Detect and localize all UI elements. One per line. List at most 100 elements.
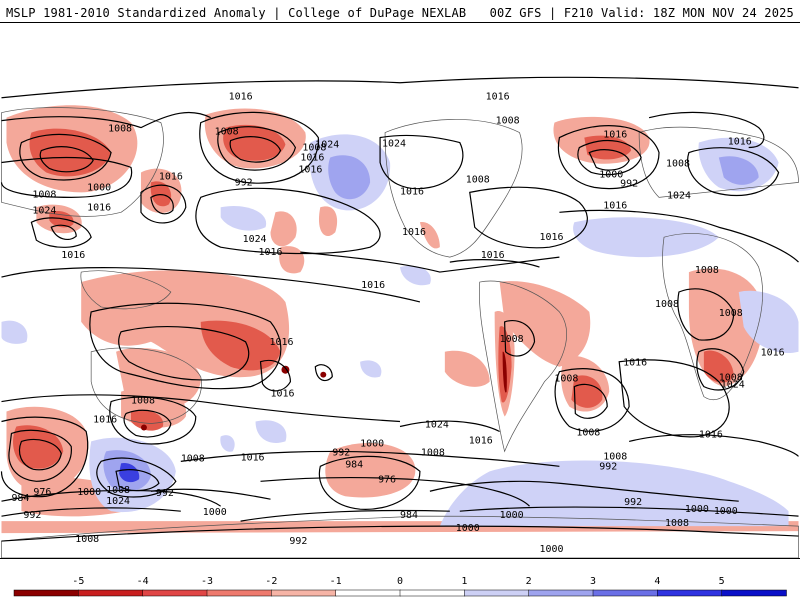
contour-label: 1016 bbox=[400, 186, 424, 197]
contour-label: 1008 bbox=[106, 485, 130, 496]
contour-label: 1016 bbox=[486, 92, 510, 103]
colorbar-segment bbox=[78, 589, 144, 597]
map-title: MSLP 1981-2010 Standardized Anomaly | Co… bbox=[6, 6, 467, 20]
contour-label: 1024 bbox=[243, 234, 267, 245]
contour-label: 1000 bbox=[456, 523, 480, 534]
contour-label: 1008 bbox=[554, 374, 578, 385]
colorbar-tick-label: 0 bbox=[397, 576, 403, 587]
contour-label: 1016 bbox=[361, 280, 385, 291]
colorbar-tick-label: 5 bbox=[719, 576, 725, 587]
colorbar-tick-label: 3 bbox=[590, 576, 596, 587]
maritime-asia bbox=[80, 270, 172, 310]
contour-label: 1008 bbox=[181, 453, 205, 464]
positive-anomaly-extreme bbox=[119, 463, 140, 483]
contour-label: 1016 bbox=[61, 250, 85, 261]
contour-label: 1016 bbox=[93, 415, 117, 426]
contour-label: 1024 bbox=[382, 139, 406, 150]
antarctica bbox=[1, 515, 799, 558]
contour-label: 1008 bbox=[131, 396, 155, 407]
mslp-anomaly-map: 1016 1016 1008 1008 1000 1008 1016 1024 … bbox=[0, 22, 800, 559]
contour-labels: 1016 1016 1008 1008 1000 1008 1016 1024 … bbox=[11, 92, 784, 555]
contour-label: 1016 bbox=[603, 200, 627, 211]
contour-label: 1008 bbox=[500, 334, 524, 345]
contour-label: 1024 bbox=[32, 205, 56, 216]
colorbar-segment bbox=[592, 589, 659, 597]
contour-label: 1000 bbox=[203, 507, 227, 518]
colorbar-segment bbox=[13, 589, 80, 597]
colorbar-segment bbox=[206, 589, 273, 597]
colorbar-segment bbox=[142, 589, 208, 597]
contour-label: 1016 bbox=[402, 227, 426, 238]
colorbar-segment bbox=[657, 589, 723, 597]
colorbar-tick-label: 2 bbox=[526, 576, 532, 587]
contour-label: 1008 bbox=[665, 518, 689, 529]
contour-label: 1008 bbox=[466, 174, 490, 185]
colorbar-tick-label: -5 bbox=[72, 576, 84, 587]
model-run-info: 00Z GFS | F210 Valid: 18Z MON NOV 24 202… bbox=[489, 6, 794, 20]
contour-label: 1016 bbox=[159, 171, 183, 182]
contour-label: 1016 bbox=[623, 358, 647, 369]
contour-label: 1016 bbox=[87, 202, 111, 213]
contour-label: 1016 bbox=[229, 92, 253, 103]
contour-label: 1008 bbox=[496, 116, 520, 127]
contour-label: 1000 bbox=[500, 510, 524, 521]
contour-label: 1008 bbox=[603, 451, 627, 462]
contour-label: 1024 bbox=[315, 140, 339, 151]
contour-label: 1000 bbox=[360, 438, 384, 449]
contour-label: 1016 bbox=[259, 247, 283, 258]
contour-label: 1024 bbox=[667, 190, 691, 201]
contour-label: 1016 bbox=[270, 389, 294, 400]
contour-label: 992 bbox=[599, 461, 617, 472]
contour-label: 1016 bbox=[699, 429, 723, 440]
contour-label: 992 bbox=[156, 488, 174, 499]
contour-label: 992 bbox=[289, 536, 307, 547]
contour-label: 1024 bbox=[721, 380, 745, 391]
contour-label: 1008 bbox=[75, 534, 99, 545]
contour-label: 992 bbox=[620, 178, 638, 189]
contour-label: 992 bbox=[624, 497, 642, 508]
contour-label: 1016 bbox=[469, 435, 493, 446]
contour-label: 984 bbox=[345, 459, 363, 470]
contour-label: 992 bbox=[235, 177, 253, 188]
contour-label: 1016 bbox=[761, 348, 785, 359]
contour-label: 1008 bbox=[108, 124, 132, 135]
contour-label: 1000 bbox=[539, 544, 563, 555]
colorbar-tick-label: -3 bbox=[201, 576, 213, 587]
contour-label: 1016 bbox=[300, 152, 324, 163]
contour-label: 1008 bbox=[695, 265, 719, 276]
contour-label: 992 bbox=[332, 447, 350, 458]
colorbar-segment bbox=[399, 589, 466, 597]
south-america bbox=[479, 280, 567, 453]
colorbar-tick-labels: -5 -4 -3 -2 -1 0 1 2 3 4 5 bbox=[72, 576, 724, 587]
continent-outlines bbox=[1, 107, 799, 558]
contour-label: 992 bbox=[23, 510, 41, 521]
asia-east bbox=[1, 107, 164, 217]
contour-label: 1008 bbox=[32, 189, 56, 200]
contour-label: 976 bbox=[33, 487, 51, 498]
colorbar-tick-label: -2 bbox=[265, 576, 277, 587]
contour-label: 1016 bbox=[728, 137, 752, 148]
contour-label: 1024 bbox=[106, 496, 130, 507]
contour-label: 1016 bbox=[539, 232, 563, 243]
contour-label: 1008 bbox=[215, 127, 239, 138]
contour-label: 1008 bbox=[576, 427, 600, 438]
contour-label: 984 bbox=[400, 510, 418, 521]
europe bbox=[638, 126, 799, 198]
contour-label: 1008 bbox=[302, 143, 326, 154]
colorbar-tick-label: 1 bbox=[461, 576, 467, 587]
colorbar-segment bbox=[271, 589, 337, 597]
contour-label: 976 bbox=[378, 474, 396, 485]
contour-label: 1000 bbox=[685, 504, 709, 515]
colorbar-segment bbox=[528, 589, 594, 597]
contour-label: 1008 bbox=[421, 447, 445, 458]
colorbar-segment bbox=[464, 589, 530, 597]
contour-label: 1008 bbox=[719, 308, 743, 319]
north-america bbox=[384, 119, 523, 258]
contour-label: 1008 bbox=[666, 158, 690, 169]
isobar-contours bbox=[0, 76, 799, 542]
colorbar-segment bbox=[335, 589, 401, 597]
contour-label: 1000 bbox=[77, 487, 101, 498]
contour-label: 1000 bbox=[599, 169, 623, 180]
contour-label: 1016 bbox=[269, 337, 293, 348]
colorbar-tick-label: -1 bbox=[330, 576, 342, 587]
